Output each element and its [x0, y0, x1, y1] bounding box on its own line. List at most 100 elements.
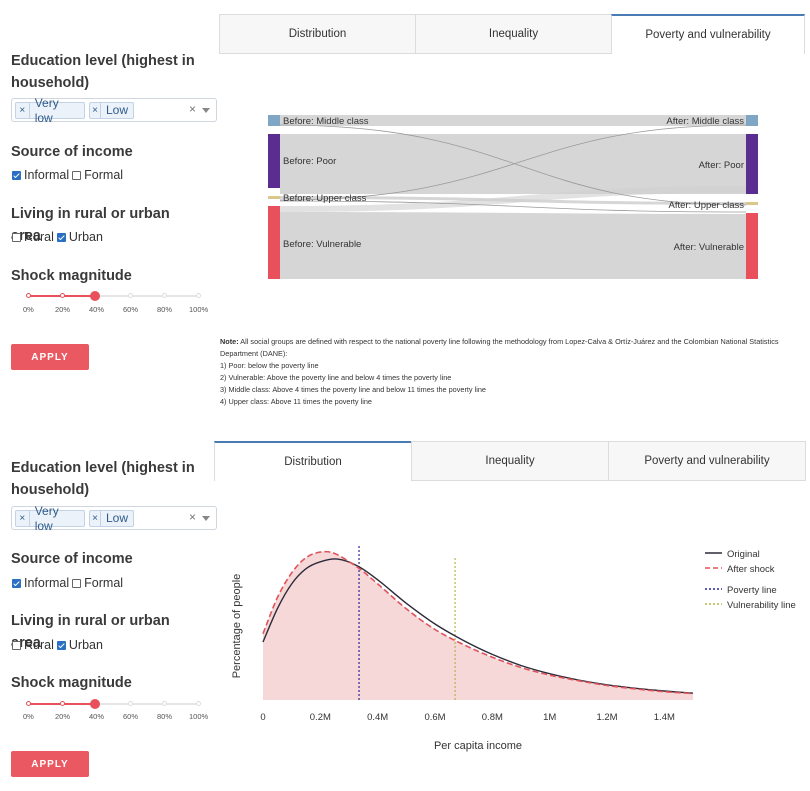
note-line: 1) Poor: below the poverty line — [220, 361, 319, 370]
x-tick-label: 1.4M — [654, 712, 675, 723]
slider-tick: 60% — [123, 712, 139, 721]
x-axis-label: Per capita income — [434, 740, 522, 752]
slider-tick: 0% — [23, 305, 34, 314]
chip-very-low: × Very low — [15, 96, 85, 125]
node-before-upper — [268, 196, 280, 199]
x-tick-label: 0 — [260, 712, 265, 723]
area-options: Rural Urban — [12, 230, 103, 244]
chevron-down-icon[interactable] — [202, 516, 210, 521]
slider-handle[interactable] — [90, 699, 100, 709]
tab-inequality[interactable]: Inequality — [411, 441, 609, 481]
remove-chip-icon[interactable]: × — [16, 511, 30, 526]
slider-tick: 60% — [123, 305, 139, 314]
formal-checkbox[interactable] — [72, 170, 82, 180]
label-before-upper: Before: Upper class — [283, 193, 367, 204]
education-level-title: Education level (highest in household) — [11, 460, 195, 498]
rural-urban-title: Living in rural or urban area — [11, 206, 170, 244]
legend-vulnerability-line[interactable]: Vulnerability line — [727, 600, 796, 611]
clear-all-icon[interactable]: × — [188, 102, 196, 116]
tab-distribution[interactable]: Distribution — [214, 441, 412, 481]
label-before-poor: Before: Poor — [283, 156, 336, 167]
slider-tick: 100% — [189, 712, 209, 721]
education-level-title: Education level (highest in household) — [11, 53, 195, 91]
rural-label: Rural — [24, 230, 54, 244]
x-tick-label: 0.2M — [310, 712, 331, 723]
urban-label: Urban — [68, 230, 103, 244]
legend-original[interactable]: Original — [727, 549, 760, 560]
slider-tick: 20% — [55, 712, 71, 721]
chip-low: × Low — [89, 102, 134, 119]
sankey-thin-links — [279, 124, 747, 213]
slider-tick: 0% — [23, 712, 34, 721]
income-options: Informal Formal — [12, 168, 123, 182]
informal-label: Informal — [24, 168, 70, 182]
formal-checkbox[interactable] — [72, 578, 82, 588]
tab-poverty-vulnerability[interactable]: Poverty and vulnerability — [611, 14, 805, 54]
tab-poverty-vulnerability[interactable]: Poverty and vulnerability — [608, 441, 806, 481]
note-label: Note: — [220, 337, 239, 346]
methodology-note: Note: All social groups are defined with… — [220, 336, 805, 408]
x-tick-label: 0.6M — [424, 712, 445, 723]
legend-after-shock[interactable]: After shock — [727, 564, 775, 575]
income-options: Informal Formal — [12, 576, 123, 590]
x-tick-label: 0.4M — [367, 712, 388, 723]
apply-button[interactable]: APPLY — [11, 344, 89, 370]
after-shock-line — [262, 550, 694, 695]
flow-middle-middle — [280, 115, 746, 126]
node-after-poor — [746, 134, 758, 194]
rural-checkbox[interactable] — [12, 640, 21, 650]
tab-distribution[interactable]: Distribution — [219, 14, 416, 54]
informal-label: Informal — [24, 576, 70, 590]
area-options: Rural Urban — [12, 638, 103, 652]
label-before-vulnerable: Before: Vulnerable — [283, 239, 361, 250]
x-tick-label: 0.8M — [482, 712, 503, 723]
note-line: 3) Middle class: Above 4 times the pover… — [220, 385, 486, 394]
after-shock-area — [263, 551, 693, 700]
source-of-income-title: Source of income — [11, 551, 133, 567]
y-axis-label: Percentage of people — [231, 574, 243, 679]
source-of-income-title: Source of income — [11, 144, 133, 160]
formal-label: Formal — [84, 576, 124, 590]
legend: Original After shock Poverty line Vulner… — [705, 549, 796, 611]
note-line: 2) Vulnerable: Above the poverty line an… — [220, 373, 452, 382]
remove-chip-icon[interactable]: × — [90, 511, 101, 526]
chevron-down-icon[interactable] — [202, 108, 210, 113]
label-after-poor: After: Poor — [699, 160, 744, 171]
plot-area — [262, 545, 694, 700]
node-before-poor — [268, 134, 280, 188]
node-before-middle — [268, 115, 280, 126]
rural-checkbox[interactable] — [12, 232, 21, 242]
label-after-middle: After: Middle class — [666, 116, 744, 127]
legend-poverty-line[interactable]: Poverty line — [727, 585, 777, 596]
chip-low: × Low — [89, 510, 134, 527]
apply-button[interactable]: APPLY — [11, 751, 89, 777]
urban-label: Urban — [68, 638, 103, 652]
slider-handle[interactable] — [90, 291, 100, 301]
education-level-select[interactable]: × Very low × Low × — [11, 504, 217, 533]
education-level-select[interactable]: × Very low × Low × — [11, 96, 217, 125]
urban-checkbox[interactable] — [56, 232, 66, 242]
slider-tick: 80% — [157, 305, 173, 314]
tab-inequality[interactable]: Inequality — [415, 14, 612, 54]
flow-vulnerable-vulnerable — [280, 212, 746, 279]
node-before-vulnerable — [268, 206, 280, 279]
shock-magnitude-title: Shock magnitude — [11, 675, 132, 691]
flow-upper-upper — [280, 196, 746, 205]
node-after-middle — [746, 115, 758, 126]
x-axis-ticks: 0 0.2M 0.4M 0.6M 0.8M 1M 1.2M 1.4M — [260, 712, 675, 723]
clear-all-icon[interactable]: × — [188, 510, 196, 524]
slider-tick: 40% — [89, 305, 105, 314]
remove-chip-icon[interactable]: × — [90, 103, 101, 118]
informal-checkbox[interactable] — [12, 170, 21, 180]
x-tick-label: 1.2M — [596, 712, 617, 723]
sankey-diagram: Before: Middle class Before: Poor Before… — [268, 115, 758, 279]
node-after-upper — [746, 202, 758, 205]
slider-tick: 80% — [157, 712, 173, 721]
label-after-upper: After: Upper class — [669, 200, 745, 211]
label-after-vulnerable: After: Vulnerable — [674, 242, 744, 253]
informal-checkbox[interactable] — [12, 578, 21, 588]
urban-checkbox[interactable] — [56, 640, 66, 650]
remove-chip-icon[interactable]: × — [16, 103, 30, 118]
chip-very-low: × Very low — [15, 504, 85, 533]
rural-label: Rural — [24, 638, 54, 652]
